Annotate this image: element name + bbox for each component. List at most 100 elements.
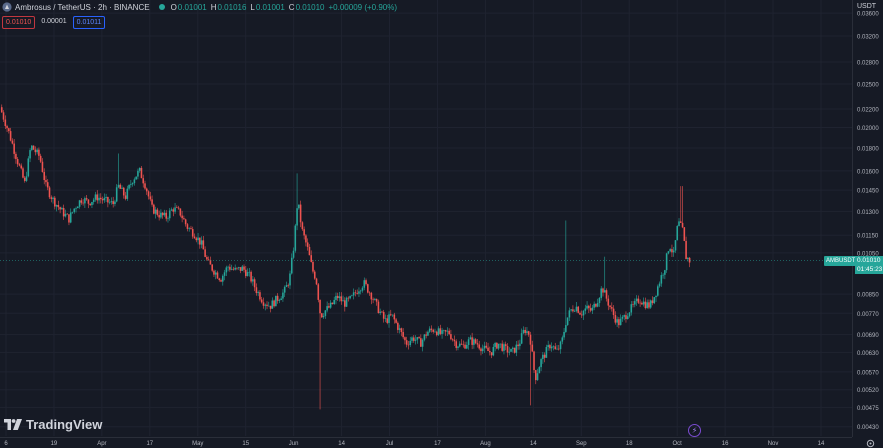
candle-body <box>490 352 493 356</box>
candle-body <box>372 299 374 301</box>
time-tick-label: 17 <box>146 441 153 447</box>
candle-body <box>391 314 394 316</box>
price-tick-label: 0.01450 <box>857 189 879 195</box>
candle-body <box>290 257 293 274</box>
candle-body <box>78 200 81 207</box>
candle-body <box>458 343 461 347</box>
candle-body <box>38 149 40 156</box>
candle-body <box>614 315 617 323</box>
candle-body <box>588 305 590 309</box>
candle-body <box>122 187 125 196</box>
candle-body <box>140 167 143 179</box>
candle-body <box>36 149 38 153</box>
candle-body <box>199 237 201 245</box>
candle-body <box>222 275 224 282</box>
candle-body <box>105 196 107 198</box>
candle-body <box>267 305 270 307</box>
candle-body <box>250 271 252 282</box>
candle-body <box>681 222 684 228</box>
candle-body <box>676 226 679 241</box>
candle-body <box>503 344 505 351</box>
candle-body <box>593 303 595 308</box>
candle-body <box>289 273 291 286</box>
candle-body <box>165 212 168 219</box>
symbol-title[interactable]: Ambrosus / TetherUS · 2h · BINANCE <box>15 2 150 12</box>
candle-body <box>361 287 364 291</box>
candle-body <box>103 197 106 201</box>
candle-body <box>466 344 468 349</box>
candle-body <box>351 295 353 297</box>
candle-body <box>379 311 381 314</box>
candle-body <box>543 354 546 358</box>
trade-buttons: 0.01010 0.00001 0.01011 <box>2 16 106 29</box>
last-price-tag: 0.01010 01:45:23 <box>855 256 883 274</box>
candle-body <box>264 304 267 306</box>
candle-body <box>107 196 109 203</box>
candle-body <box>191 229 194 237</box>
candle-body <box>496 343 498 349</box>
candle-body <box>460 343 463 345</box>
candle-body <box>579 312 581 315</box>
time-tick-label: 14 <box>530 441 537 447</box>
candle-body <box>25 176 28 181</box>
buy-button[interactable]: 0.01011 <box>72 16 106 29</box>
candle-body <box>630 304 633 313</box>
time-tick-label: Oct <box>673 441 683 447</box>
time-tick-label: Nov <box>768 441 779 447</box>
tradingview-brand[interactable]: TradingView <box>4 417 102 432</box>
candle-body <box>538 367 541 374</box>
candle-body <box>653 297 656 304</box>
candle-body <box>167 218 169 219</box>
candle-body <box>573 311 576 312</box>
price-axis[interactable]: 0.03600 0.03200 0.02800 0.02500 0.02200 0.020… <box>852 0 883 448</box>
price-axis-bg <box>852 0 883 448</box>
gear-icon[interactable] <box>866 439 875 448</box>
price-tick-label: 0.00430 <box>857 425 879 431</box>
candle-body <box>687 257 689 260</box>
candle-body <box>114 201 116 205</box>
candle-body <box>55 204 58 207</box>
candle-body <box>317 284 320 300</box>
time-tick-label: Apr <box>97 441 106 447</box>
candle-body <box>589 308 592 311</box>
lightning-icon[interactable]: ⚡ <box>688 424 701 437</box>
last-price-value: 0.01010 <box>857 257 881 264</box>
candle-body <box>524 329 526 333</box>
candle-body <box>639 302 641 304</box>
candle-body <box>211 264 213 271</box>
candle-body <box>229 266 231 270</box>
candle-body <box>448 330 450 335</box>
candle-body <box>255 287 258 293</box>
candle-body <box>598 297 601 304</box>
candle-body <box>618 319 620 326</box>
candle-body <box>352 292 355 296</box>
time-tick-label: Aug <box>480 441 491 447</box>
candle-body <box>115 187 118 202</box>
candle-body <box>395 319 397 323</box>
sell-button[interactable]: 0.01010 <box>2 16 36 29</box>
candle-body <box>492 346 495 356</box>
candle-body <box>405 340 408 345</box>
price-tick-label: 0.01600 <box>857 169 879 175</box>
candle-body <box>193 236 196 239</box>
candle-body <box>188 228 191 229</box>
candle-body <box>77 206 79 209</box>
candle-body <box>545 347 548 358</box>
candle-body <box>536 373 539 381</box>
candle-body <box>239 267 242 271</box>
candle-body <box>22 168 24 178</box>
time-axis[interactable]: 6 19 Apr 17 May 15 Jun 14 Jul 17 Aug 14 Sep 18 Oct 16 No… <box>0 437 852 448</box>
candle-body <box>561 337 564 342</box>
candle-body <box>386 318 389 323</box>
candle-body <box>506 346 509 353</box>
candle-body <box>400 328 403 333</box>
candle-body <box>469 337 472 340</box>
candle-body <box>174 207 176 212</box>
currency-selector[interactable]: USDT <box>852 0 883 13</box>
candle-body <box>117 184 120 188</box>
candle-body <box>39 155 42 162</box>
candle-body <box>513 347 516 353</box>
candle-series <box>0 104 691 410</box>
candle-body <box>75 208 77 209</box>
